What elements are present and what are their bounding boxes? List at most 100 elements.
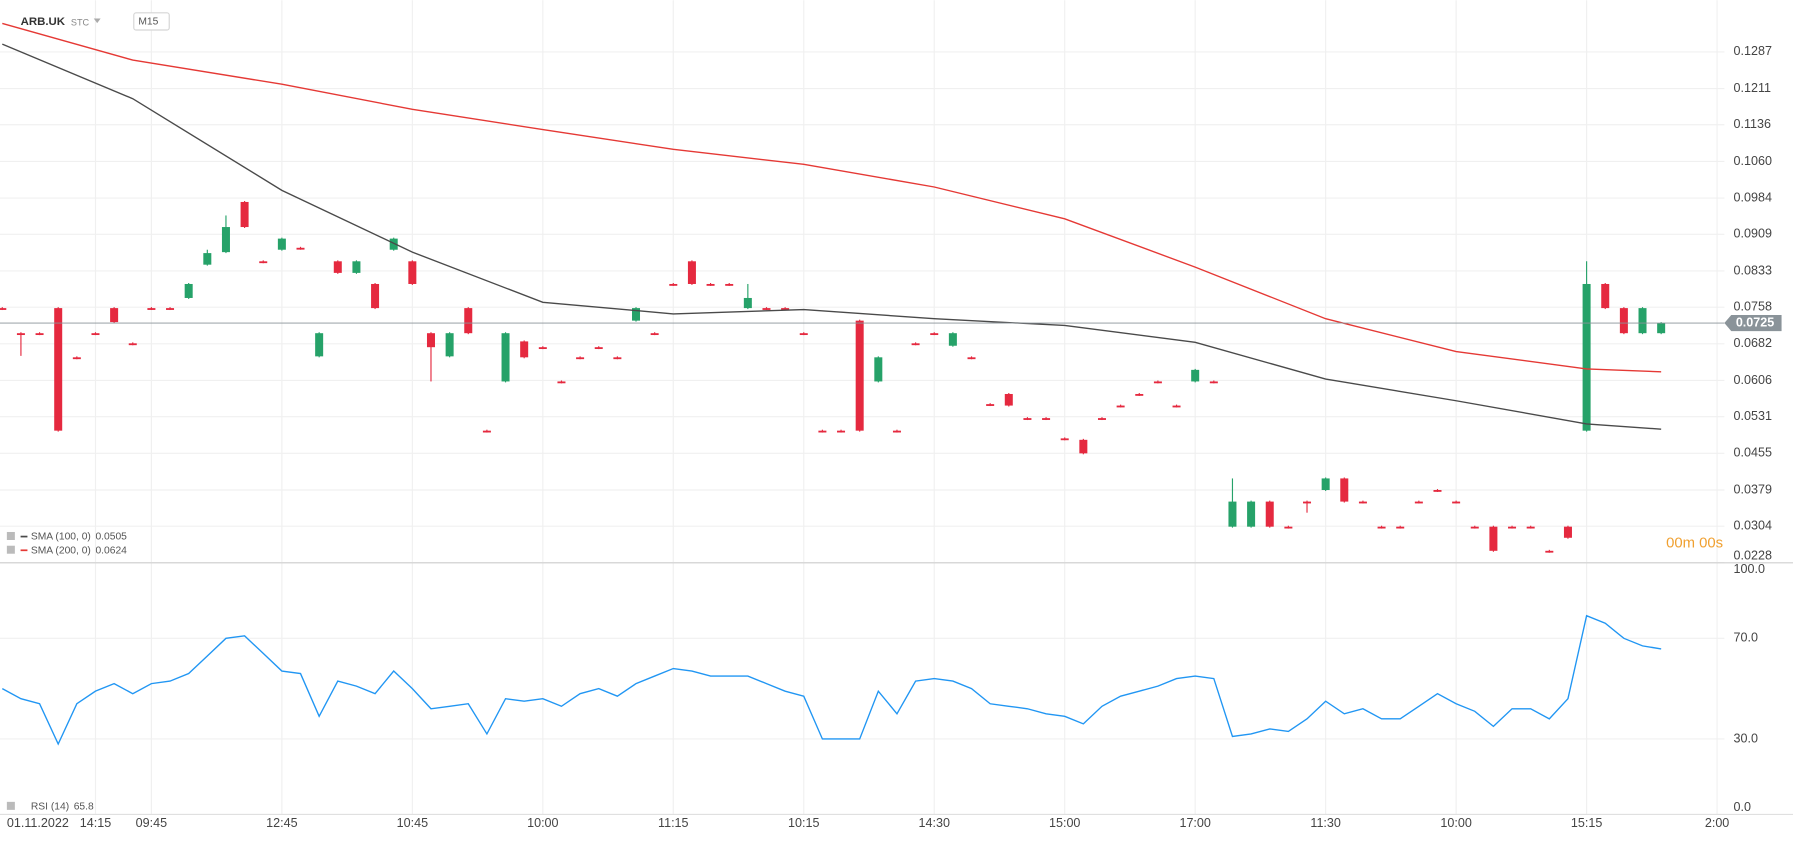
candle-body [1414,501,1423,504]
candle-body [1396,526,1405,529]
candle-body [1247,501,1256,527]
candle-body [1433,490,1442,492]
candle-body [687,261,696,284]
x-tick-label: 11:30 [1310,816,1341,830]
candle-body [128,343,137,346]
candle-body [855,320,864,431]
candle-body [594,347,603,350]
x-tick-label: 2:00 [1705,816,1729,830]
legend-entry: SMA (200, 0) 0.0624 [31,545,127,556]
x-tick-label: 09:45 [136,816,167,830]
y-tick-label: 0.0909 [1734,227,1772,241]
symbol[interactable]: ARB.UK [21,16,66,28]
y-tick-label: 0.0379 [1734,482,1772,496]
sma-line [2,22,1662,373]
candle-body [91,333,100,336]
candle-body [426,333,435,348]
candle-body [1060,438,1069,441]
exchange[interactable]: STC [71,18,90,28]
candle-body [1284,526,1293,529]
x-tick-label: 11:15 [658,816,689,830]
candle-body [1097,418,1106,420]
x-tick-label: 10:45 [397,816,428,830]
candle-body [166,308,175,310]
candle-body [1228,501,1237,527]
candle-body [1358,501,1367,504]
candle-body [1619,308,1628,334]
candle-body [1321,478,1330,491]
candle-body [1004,393,1013,406]
candle-body [874,357,883,382]
x-tick-label: 12:45 [266,816,297,830]
candle-body [986,404,995,406]
candle-body [911,343,920,346]
candle-body [892,430,901,433]
y-tick-label: 0.0455 [1734,446,1772,460]
legend-name: SMA (200, 0) [31,545,91,556]
candle-body [743,297,752,309]
candle-body [557,381,566,384]
legend-value: 0.0505 [95,531,127,542]
symbol-dropdown[interactable] [93,18,101,24]
x-tick-label: 17:00 [1179,816,1210,830]
candle-body [1135,393,1144,396]
candle-body [576,357,585,360]
candle-body [333,261,342,273]
interval-box[interactable] [133,12,170,31]
candle-body [613,357,622,360]
candle-body [930,333,939,336]
y-tick-label: 100.0 [1734,562,1765,576]
candle-body [538,347,547,350]
sma-line [2,43,1662,430]
interval[interactable]: M15 [138,17,158,28]
candle-body [464,308,473,334]
candle-body [240,201,249,228]
candle-body [1042,418,1051,420]
candle-body [967,357,976,360]
candle-body [1601,283,1610,309]
y-tick-label: 0.0228 [1734,548,1772,562]
x-tick-label: 10:00 [527,816,558,830]
y-tick-label: 70.0 [1734,631,1758,645]
y-tick-label: 0.1287 [1734,44,1772,58]
y-tick-label: 0.1211 [1734,81,1772,95]
y-tick-label: 0.0 [1734,800,1751,814]
candle-body [16,333,25,336]
legend-icon [6,801,15,810]
candle-body [1209,381,1218,384]
candle-body [445,333,454,357]
candle-body [1153,381,1162,384]
x-tick-label: 10:15 [788,816,819,830]
y-tick-label: 0.0682 [1734,336,1772,350]
candle-body [408,261,417,284]
candle-body [1508,526,1517,529]
candle-body [948,333,957,346]
candle-body [725,283,734,286]
candle-body [371,283,380,309]
legend-value: 0.0624 [95,545,127,556]
y-tick-label: 30.0 [1734,731,1758,745]
countdown: 00m 00s [1666,535,1723,551]
candle-body [0,308,7,310]
x-tick-label: 14:30 [919,816,950,830]
candle-body [110,308,119,323]
y-tick-label: 0.0606 [1734,373,1772,387]
candle-body [1582,283,1591,431]
candle-body [315,333,324,357]
candle-body [1303,501,1312,504]
legend-entry: SMA (100, 0) 0.0505 [31,531,127,542]
candle-body [35,333,44,336]
y-tick-label: 0.0304 [1734,519,1772,533]
candle-body [277,238,286,250]
candle-body [1172,405,1181,408]
candle-body [1023,418,1032,420]
y-tick-label: 0.0833 [1734,263,1772,277]
candle-body [221,227,230,253]
candle-body [1452,501,1461,504]
legend-name: RSI (14) [31,801,69,812]
y-tick-label: 0.0984 [1734,190,1772,204]
y-tick-label: 0.0531 [1734,409,1772,423]
candle-body [1340,478,1349,502]
